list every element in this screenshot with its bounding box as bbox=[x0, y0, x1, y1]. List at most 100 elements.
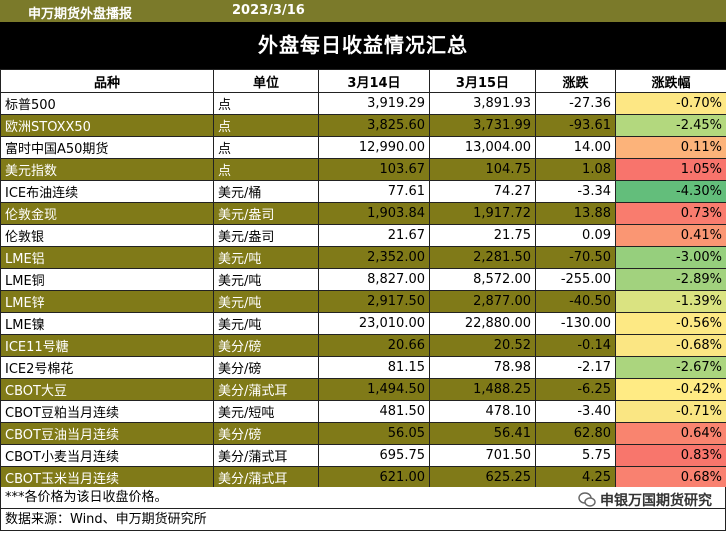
cell-pct: -3.00% bbox=[615, 246, 726, 269]
cell-d14: 21.67 bbox=[318, 224, 430, 247]
cell-change: -0.14 bbox=[535, 334, 616, 357]
table-row: CBOT豆油当月连续 美分/磅 56.05 56.41 62.80 0.64% bbox=[0, 422, 726, 445]
cell-change: -40.50 bbox=[535, 290, 616, 313]
cell-change: -27.36 bbox=[535, 92, 616, 115]
wechat-icon bbox=[578, 492, 596, 507]
cell-d14: 695.75 bbox=[318, 444, 430, 467]
cell-d15: 2,281.50 bbox=[429, 246, 536, 269]
cell-pct: -4.30% bbox=[615, 180, 726, 203]
table-row: 富时中国A50期货点 12,990.00 13,004.00 14.00 0.11% bbox=[0, 136, 726, 159]
cell-change: -2.17 bbox=[535, 356, 616, 379]
cell-name: 美元指数 bbox=[0, 158, 214, 181]
cell-unit: 点 bbox=[213, 92, 319, 115]
cell-pct: -2.67% bbox=[615, 356, 726, 379]
cell-unit: 美分/磅 bbox=[213, 334, 319, 357]
cell-unit: 美分/蒲式耳 bbox=[213, 444, 319, 467]
cell-name: LME铜 bbox=[0, 268, 214, 291]
cell-d15: 78.98 bbox=[429, 356, 536, 379]
returns-table: 品种 单位 3月14日 3月15日 涨跌 涨跌幅 标普500 点 3,919.29 3… bbox=[0, 69, 726, 489]
cell-unit: 美分/蒲式耳 bbox=[213, 466, 319, 489]
cell-d15: 1,488.25 bbox=[429, 378, 536, 401]
cell-pct: 0.68% bbox=[615, 466, 726, 489]
table-row: LME锌 美元/吨 2,917.50 2,877.00 -40.50 -1.39% bbox=[0, 290, 726, 313]
table-row: CBOT豆粕当月连续 美元/短吨 481.50 478.10 -3.40 -0.71% bbox=[0, 400, 726, 423]
cell-d15: 56.41 bbox=[429, 422, 536, 445]
col-header-unit: 单位 bbox=[213, 69, 319, 93]
cell-pct: -0.56% bbox=[615, 312, 726, 335]
cell-name: 标普500 bbox=[0, 92, 214, 115]
cell-name: CBOT小麦当月连续 bbox=[0, 444, 214, 467]
cell-name: ICE11号糖 bbox=[0, 334, 214, 357]
cell-pct: 0.73% bbox=[615, 202, 726, 225]
cell-d15: 701.50 bbox=[429, 444, 536, 467]
cell-d15: 625.25 bbox=[429, 466, 536, 489]
table-row: ICE布油连续 美元/桶 77.61 74.27 -3.34 -4.30% bbox=[0, 180, 726, 203]
report-name: 申万期货外盘播报 bbox=[28, 7, 133, 22]
table-title: 外盘每日收益情况汇总 bbox=[0, 22, 726, 69]
cell-d14: 2,917.50 bbox=[318, 290, 430, 313]
cell-pct: -1.39% bbox=[615, 290, 726, 313]
report-date: 2023/3/16 bbox=[232, 3, 305, 18]
cell-change: 5.75 bbox=[535, 444, 616, 467]
table-row: CBOT大豆 美分/蒲式耳 1,494.50 1,488.25 -6.25 -0.42% bbox=[0, 378, 726, 401]
cell-change: 1.08 bbox=[535, 158, 616, 181]
cell-pct: -0.71% bbox=[615, 400, 726, 423]
cell-name: ICE2号棉花 bbox=[0, 356, 214, 379]
cell-change: -3.40 bbox=[535, 400, 616, 423]
cell-d14: 81.15 bbox=[318, 356, 430, 379]
cell-d14: 3,919.29 bbox=[318, 92, 430, 115]
cell-d14: 3,825.60 bbox=[318, 114, 430, 137]
cell-pct: -0.68% bbox=[615, 334, 726, 357]
cell-d14: 103.67 bbox=[318, 158, 430, 181]
cell-d15: 3,891.93 bbox=[429, 92, 536, 115]
header-row: 品种 单位 3月14日 3月15日 涨跌 涨跌幅 bbox=[0, 69, 726, 93]
cell-d15: 8,572.00 bbox=[429, 268, 536, 291]
cell-change: -6.25 bbox=[535, 378, 616, 401]
cell-d14: 12,990.00 bbox=[318, 136, 430, 159]
cell-name: 伦敦金现 bbox=[0, 202, 214, 225]
table-row: CBOT玉米当月连续 美分/蒲式耳 621.00 625.25 4.25 0.68% bbox=[0, 466, 726, 489]
cell-name: LME铝 bbox=[0, 246, 214, 269]
top-bar: 申万期货外盘播报 2023/3/16 bbox=[0, 0, 726, 22]
cell-d15: 1,917.72 bbox=[429, 202, 536, 225]
cell-d14: 8,827.00 bbox=[318, 268, 430, 291]
cell-name: ICE布油连续 bbox=[0, 180, 214, 203]
cell-name: CBOT玉米当月连续 bbox=[0, 466, 214, 489]
table-row: ICE11号糖 美分/磅 20.66 20.52 -0.14 -0.68% bbox=[0, 334, 726, 357]
cell-d15: 3,731.99 bbox=[429, 114, 536, 137]
brand-watermark: 申银万国期货研究 bbox=[578, 490, 712, 510]
col-header-pct: 涨跌幅 bbox=[615, 69, 726, 93]
cell-change: 4.25 bbox=[535, 466, 616, 489]
cell-unit: 点 bbox=[213, 114, 319, 137]
cell-pct: 0.83% bbox=[615, 444, 726, 467]
cell-d14: 20.66 bbox=[318, 334, 430, 357]
cell-unit: 美元/吨 bbox=[213, 246, 319, 269]
footnote-price: ***各价格为该日收盘价格。 bbox=[0, 487, 726, 509]
cell-pct: -2.89% bbox=[615, 268, 726, 291]
brand-name: 申银万国期货研究 bbox=[600, 493, 712, 509]
cell-name: CBOT大豆 bbox=[0, 378, 214, 401]
cell-d14: 1,494.50 bbox=[318, 378, 430, 401]
cell-d15: 478.10 bbox=[429, 400, 536, 423]
cell-pct: -2.45% bbox=[615, 114, 726, 137]
cell-unit: 美元/桶 bbox=[213, 180, 319, 203]
table-row: 欧洲STOXX50 点 3,825.60 3,731.99 -93.61 -2.45% bbox=[0, 114, 726, 137]
cell-unit: 美元/盎司 bbox=[213, 224, 319, 247]
cell-unit: 美分/磅 bbox=[213, 422, 319, 445]
cell-change: -70.50 bbox=[535, 246, 616, 269]
cell-d15: 21.75 bbox=[429, 224, 536, 247]
cell-pct: 1.05% bbox=[615, 158, 726, 181]
cell-change: 62.80 bbox=[535, 422, 616, 445]
footnote-source: 数据来源：Wind、申万期货研究所 bbox=[0, 509, 726, 531]
cell-name: CBOT豆粕当月连续 bbox=[0, 400, 214, 423]
cell-d15: 2,877.00 bbox=[429, 290, 536, 313]
cell-d15: 104.75 bbox=[429, 158, 536, 181]
cell-change: 13.88 bbox=[535, 202, 616, 225]
cell-change: -255.00 bbox=[535, 268, 616, 291]
col-header-change: 涨跌 bbox=[535, 69, 616, 93]
cell-change: 0.09 bbox=[535, 224, 616, 247]
cell-d14: 56.05 bbox=[318, 422, 430, 445]
cell-change: -93.61 bbox=[535, 114, 616, 137]
table-row: 伦敦金现 美元/盎司 1,903.84 1,917.72 13.88 0.73% bbox=[0, 202, 726, 225]
